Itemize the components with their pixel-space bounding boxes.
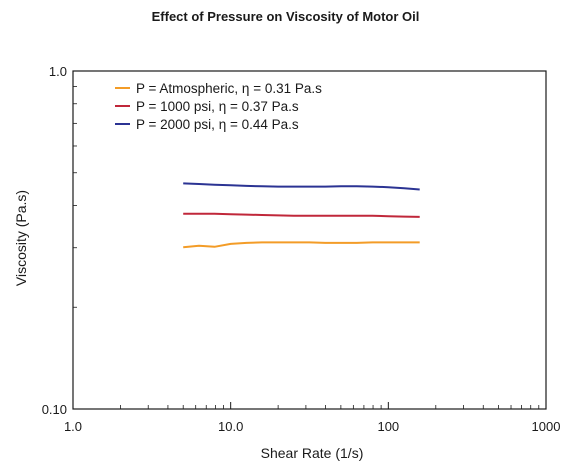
legend: P = Atmospheric, η = 0.31 Pa.s P = 1000 p…	[115, 81, 322, 132]
series-line-3	[183, 182, 420, 191]
series-line-2	[183, 212, 420, 218]
axis-ticks	[72, 70, 547, 410]
x-tick-label: 10.0	[218, 419, 243, 434]
x-tick-label: 100	[377, 419, 399, 434]
series-line-1	[183, 241, 420, 249]
legend-label-2: P = 1000 psi, η = 0.37 Pa.s	[136, 99, 299, 114]
y-tick-label: 0.10	[42, 402, 67, 417]
legend-label-1: P = Atmospheric, η = 0.31 Pa.s	[136, 81, 322, 96]
axis-tick-labels: 1.0 10.0 100 1000 0.10 1.0	[42, 64, 561, 434]
y-axis-label: Viscosity (Pa.s)	[13, 190, 29, 286]
chart-title: Effect of Pressure on Viscosity of Motor…	[151, 9, 420, 24]
series-lines	[183, 182, 420, 249]
x-tick-label: 1.0	[64, 419, 82, 434]
y-tick-label: 1.0	[49, 64, 67, 79]
x-axis-label: Shear Rate (1/s)	[261, 445, 364, 461]
plot-frame	[72, 70, 547, 410]
plot-border	[72, 70, 547, 410]
x-tick-label: 1000	[532, 419, 561, 434]
legend-label-3: P = 2000 psi, η = 0.44 Pa.s	[136, 117, 299, 132]
